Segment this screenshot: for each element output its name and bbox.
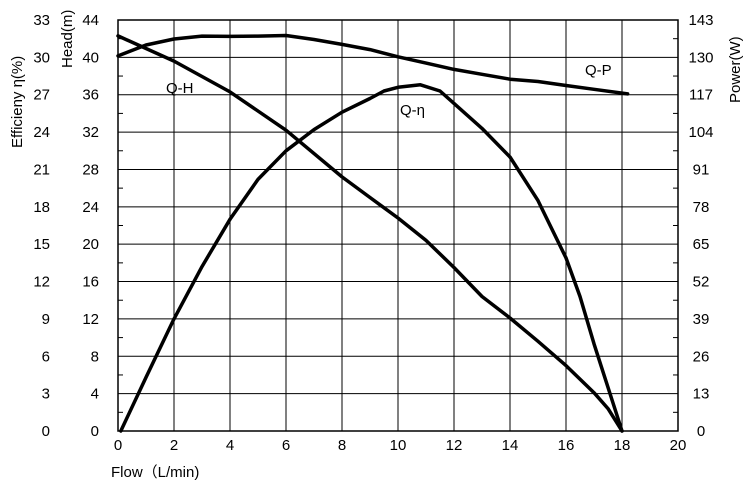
- y-tick-label-head: 12: [82, 311, 99, 328]
- y-tick-label-head: 20: [82, 236, 99, 253]
- curve-q: [119, 83, 624, 433]
- grid-lines: [118, 20, 678, 431]
- x-tick-label: 8: [338, 437, 346, 454]
- x-tick-label: 20: [670, 437, 687, 454]
- y-tick-label-power: 0: [697, 423, 705, 440]
- y-tick-label-efficiency: 9: [42, 311, 50, 328]
- y-axis-title-power: Power(W): [727, 36, 744, 103]
- y-tick-label-power: 13: [693, 386, 710, 403]
- x-tick-label: 10: [390, 437, 407, 454]
- curve-label-q-p: Q-P: [585, 62, 612, 79]
- x-axis-title: Flow（L/min): [111, 464, 199, 481]
- y-tick-label-head: 24: [82, 199, 99, 216]
- curve-q-p: [116, 33, 630, 96]
- y-tick-label-power: 26: [693, 348, 710, 365]
- y-tick-label-head: 44: [82, 12, 99, 29]
- y-tick-label-efficiency: 6: [42, 348, 50, 365]
- y-tick-label-power: 130: [688, 49, 713, 66]
- y-tick-label-efficiency: 27: [33, 87, 50, 104]
- y-tick-label-efficiency: 18: [33, 199, 50, 216]
- y-tick-label-head: 16: [82, 274, 99, 291]
- y-tick-label-power: 143: [688, 12, 713, 29]
- y-tick-label-efficiency: 0: [42, 423, 50, 440]
- y-tick-label-power: 52: [693, 274, 710, 291]
- y-tick-label-head: 4: [91, 386, 99, 403]
- x-tick-label: 12: [446, 437, 463, 454]
- y-tick-label-head: 40: [82, 49, 99, 66]
- y-tick-label-efficiency: 33: [33, 12, 50, 29]
- y-tick-label-power: 78: [693, 199, 710, 216]
- y-tick-label-power: 104: [688, 124, 713, 141]
- curve-label-q-h: Q-H: [166, 80, 194, 97]
- plot-frame: [117, 19, 679, 432]
- y-tick-label-head: 28: [82, 161, 99, 178]
- y-tick-label-power: 39: [693, 311, 710, 328]
- tick-labels: 0 2 4 6 8 10 12 14 16 18 2003691215182124273033048…: [33, 12, 713, 454]
- curves: [116, 33, 630, 433]
- y-tick-label-efficiency: 15: [33, 236, 50, 253]
- plot-border: [117, 19, 679, 432]
- y-tick-label-efficiency: 21: [33, 161, 50, 178]
- y-tick-label-head: 36: [82, 87, 99, 104]
- x-tick-label: 14: [502, 437, 519, 454]
- y-tick-label-head: 0: [91, 423, 99, 440]
- x-tick-label: 0: [114, 437, 122, 454]
- x-tick-label: 18: [614, 437, 631, 454]
- y-tick-label-power: 117: [689, 87, 713, 104]
- y-tick-label-efficiency: 3: [42, 386, 50, 403]
- y-tick-label-efficiency: 24: [33, 124, 50, 141]
- y-axis-title-head: Head(m): [59, 10, 76, 68]
- curve-label-q-eta: Q-η: [400, 102, 425, 119]
- y-tick-label-efficiency: 12: [33, 274, 50, 291]
- x-tick-label: 6: [282, 437, 290, 454]
- x-tick-label: 4: [226, 437, 234, 454]
- y-tick-label-head: 32: [82, 124, 99, 141]
- x-tick-label: 16: [558, 437, 575, 454]
- y-tick-label-power: 91: [693, 161, 710, 178]
- y-axis-title-efficiency: Efficieny η(%): [9, 56, 26, 148]
- curve-q-h: [116, 34, 624, 433]
- x-tick-label: 2: [170, 437, 178, 454]
- y-tick-label-efficiency: 30: [33, 49, 50, 66]
- y-tick-label-head: 8: [91, 348, 99, 365]
- y-tick-label-power: 65: [693, 236, 710, 253]
